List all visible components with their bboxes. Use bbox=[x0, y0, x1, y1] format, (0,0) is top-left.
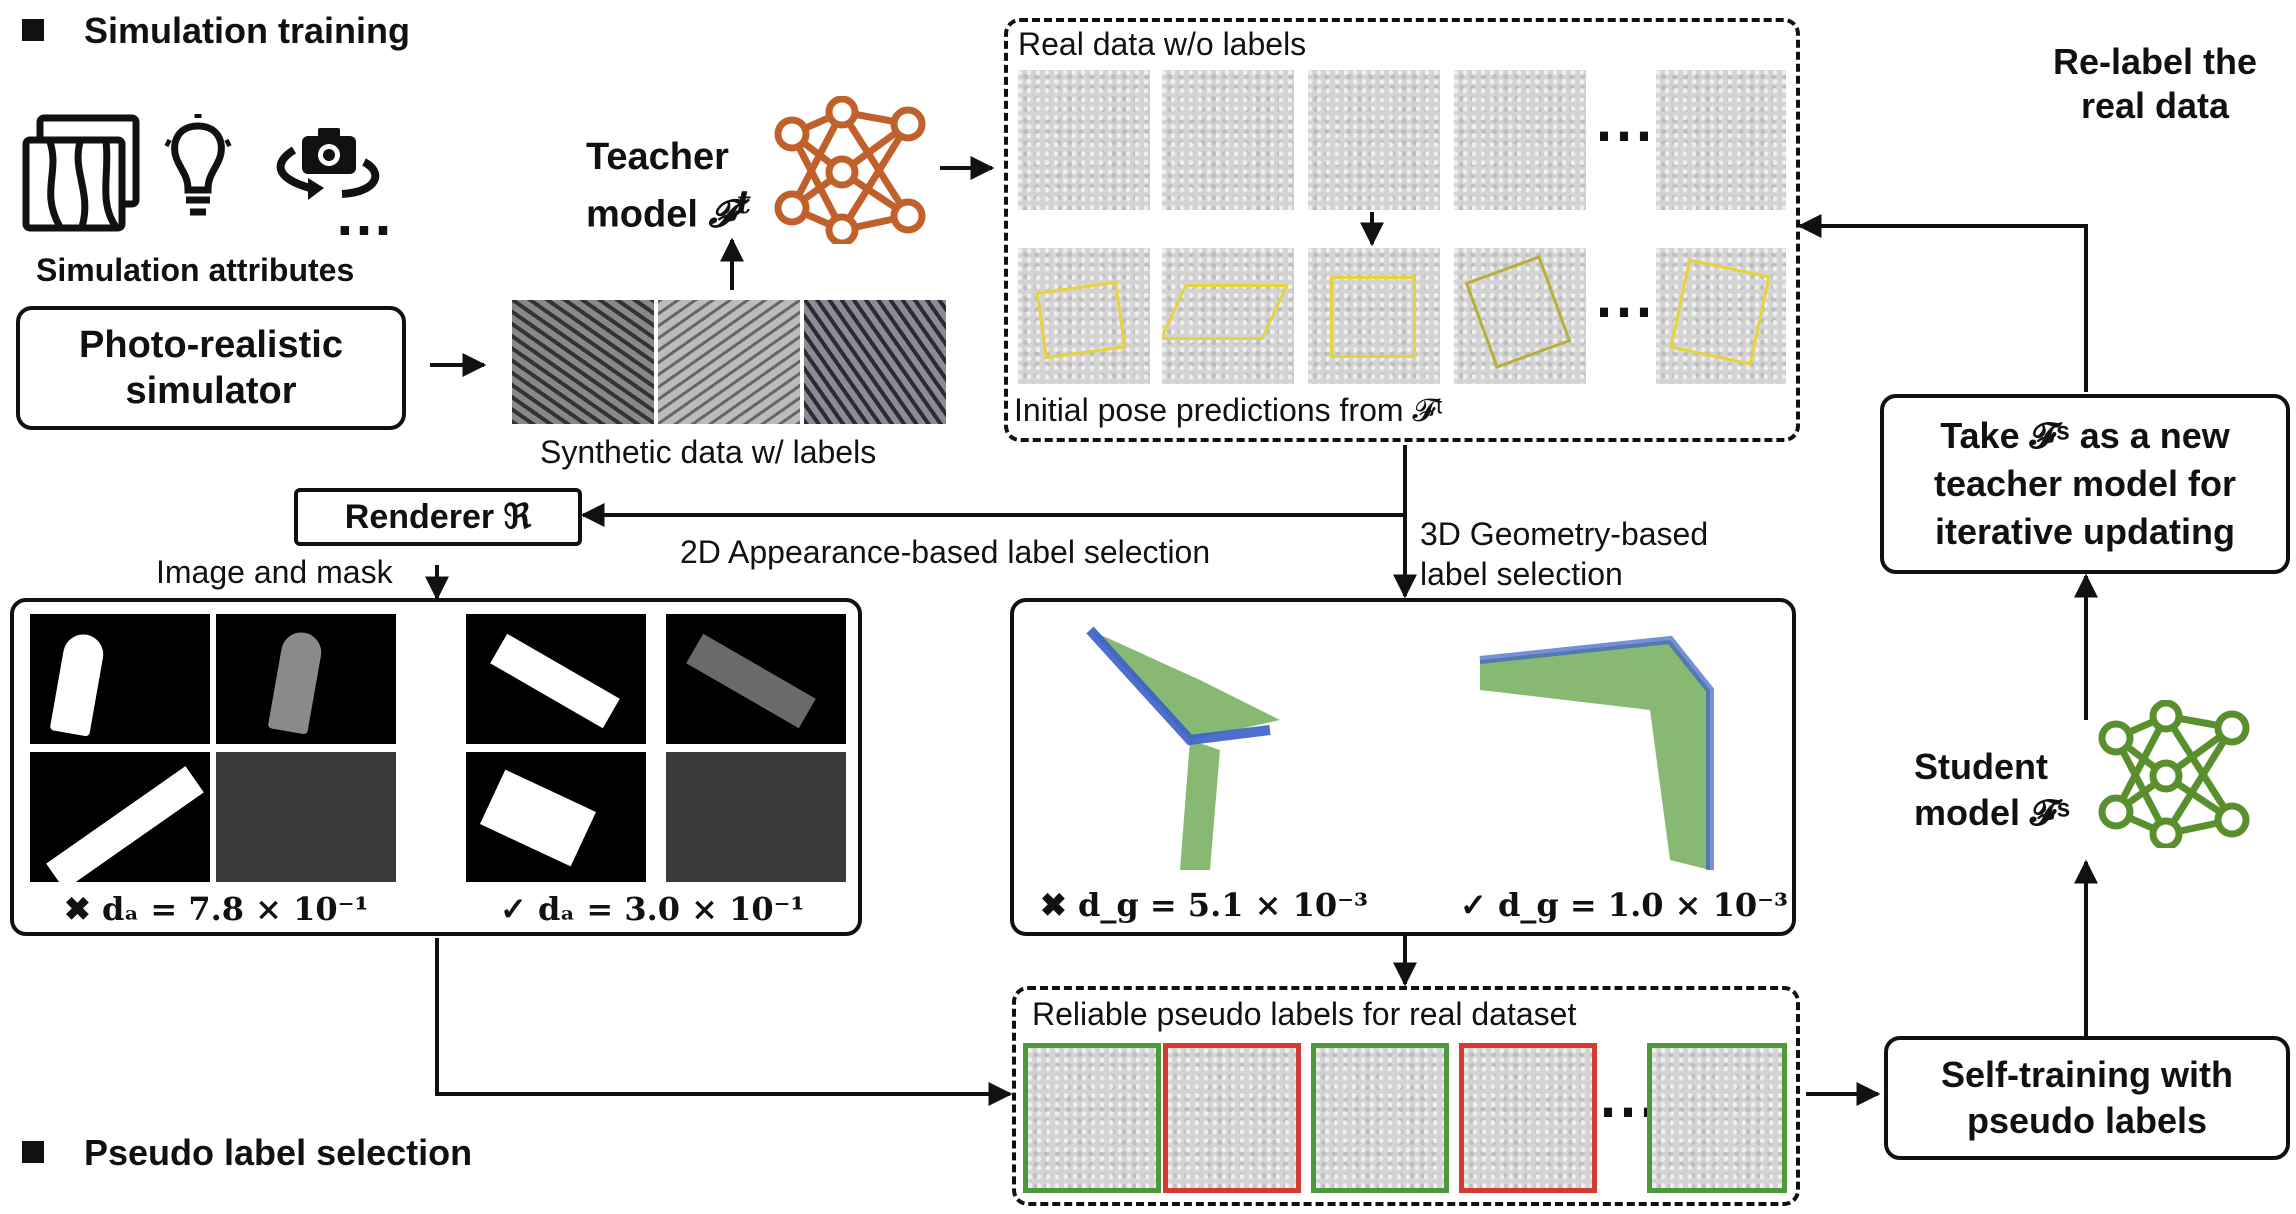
geometry-score-bad: ✖ d_g = 5.1 × 10⁻³ bbox=[1040, 886, 1368, 924]
geometry-line2: label selection bbox=[1420, 556, 1623, 592]
take-line3: iterative updating bbox=[1934, 511, 2236, 552]
reliable-label-image-2 bbox=[1163, 1043, 1301, 1193]
real-image-5 bbox=[1656, 70, 1786, 210]
camera-rotate-icon bbox=[276, 128, 380, 200]
synthetic-image-2 bbox=[658, 300, 800, 424]
simulator-label-line1: Photo-realistic bbox=[79, 324, 343, 366]
mask-image-4 bbox=[466, 752, 646, 882]
renderer-box: Renderer ℜ bbox=[294, 488, 582, 546]
appearance-score-bad: ✖ dₐ = 7.8 × 10⁻¹ bbox=[64, 890, 369, 928]
photo-realistic-simulator-box: Photo-realistic simulator bbox=[16, 306, 406, 430]
reliable-labels-ellipsis: ⋯ bbox=[1598, 1077, 1662, 1144]
render-image-2 bbox=[666, 614, 846, 744]
section-heading-simulation: Simulation training bbox=[22, 10, 410, 52]
image-and-mask-caption: Image and mask bbox=[156, 554, 393, 590]
real-image-2 bbox=[1162, 70, 1294, 210]
initial-pose-caption: Initial pose predictions from 𝓕ᵗ bbox=[1014, 392, 1444, 428]
mask-image-1 bbox=[30, 614, 210, 744]
relabel-real-data-label: Re-label the real data bbox=[2030, 40, 2280, 128]
real-image-1 bbox=[1018, 70, 1150, 210]
render-image-1 bbox=[216, 614, 396, 744]
mask-image-3 bbox=[30, 752, 210, 882]
synthetic-data-caption: Synthetic data w/ labels bbox=[540, 434, 877, 470]
real-images-ellipsis: ⋯ bbox=[1594, 101, 1658, 168]
reliable-labels-caption: Reliable pseudo labels for real dataset bbox=[1032, 996, 1577, 1032]
simulator-label-line2: simulator bbox=[125, 370, 297, 412]
student-network-icon bbox=[2098, 700, 2250, 848]
relabel-line1: Re-label the bbox=[2052, 41, 2258, 82]
student-model-label: Student model 𝓕ˢ bbox=[1914, 744, 2070, 836]
point-cloud-1 bbox=[1086, 626, 1280, 870]
synthetic-image-1 bbox=[512, 300, 654, 424]
lightbulb-icon bbox=[164, 114, 232, 216]
self-training-line1: Self-training with bbox=[1941, 1054, 2233, 1095]
section-title: Simulation training bbox=[84, 10, 411, 51]
teacher-label-word: model bbox=[586, 193, 698, 236]
take-new-teacher-box: Take 𝓕ˢ as a new teacher model for itera… bbox=[1880, 394, 2290, 574]
reliable-labels-panel bbox=[1012, 986, 1800, 1206]
reliable-label-image-1 bbox=[1023, 1043, 1161, 1193]
simulation-attributes-caption: Simulation attributes bbox=[36, 252, 355, 288]
appearance-score-good: ✓ dₐ = 3.0 × 10⁻¹ bbox=[500, 890, 805, 928]
real-image-3 bbox=[1308, 70, 1440, 210]
teacher-model-label: Teacher model 𝓕t bbox=[586, 134, 751, 238]
self-training-box: Self-training with pseudo labels bbox=[1884, 1036, 2290, 1160]
pose-prediction-1 bbox=[1018, 248, 1150, 384]
pose-prediction-4 bbox=[1454, 248, 1586, 384]
real-crop-image-2 bbox=[666, 752, 846, 882]
pose-prediction-5 bbox=[1656, 248, 1786, 384]
teacher-network-icon bbox=[774, 96, 926, 244]
bullet-square-icon bbox=[22, 19, 44, 42]
point-cloud-2 bbox=[1479, 635, 1714, 870]
geometry-score-good: ✓ d_g = 1.0 × 10⁻³ bbox=[1460, 886, 1788, 924]
reliable-label-image-3 bbox=[1311, 1043, 1449, 1193]
real-crop-image-1 bbox=[216, 752, 396, 882]
student-line1: Student bbox=[1914, 746, 2048, 787]
pose-prediction-3 bbox=[1308, 248, 1440, 384]
take-line1: Take 𝓕ˢ as a new bbox=[1940, 415, 2230, 456]
teacher-superscript: t bbox=[736, 184, 752, 221]
texture-icon bbox=[22, 114, 140, 232]
reliable-label-image-5 bbox=[1647, 1043, 1787, 1193]
real-data-panel bbox=[1004, 18, 1800, 442]
geometry-selection-label: 3D Geometry-based label selection bbox=[1420, 514, 1708, 594]
student-line2: model 𝓕ˢ bbox=[1914, 792, 2071, 833]
teacher-label-line2: model 𝓕t bbox=[586, 180, 751, 238]
section-title: Pseudo label selection bbox=[84, 1132, 473, 1173]
attributes-ellipsis: … bbox=[334, 181, 398, 248]
section-heading-pseudo: Pseudo label selection bbox=[22, 1132, 472, 1174]
self-training-line2: pseudo labels bbox=[1966, 1100, 2208, 1141]
geometry-line1: 3D Geometry-based bbox=[1420, 516, 1709, 552]
relabel-line2: real data bbox=[2080, 85, 2230, 126]
reliable-label-image-4 bbox=[1459, 1043, 1597, 1193]
real-data-caption: Real data w/o labels bbox=[1018, 26, 1307, 62]
teacher-symbol: 𝓕 bbox=[708, 190, 737, 236]
teacher-label-line1: Teacher bbox=[586, 136, 729, 178]
renderer-label: Renderer ℜ bbox=[344, 498, 532, 536]
synthetic-image-3 bbox=[804, 300, 946, 424]
mask-image-2 bbox=[466, 614, 646, 744]
take-line2: teacher model for bbox=[1933, 463, 2237, 504]
pose-prediction-2 bbox=[1162, 248, 1294, 384]
real-image-4 bbox=[1454, 70, 1586, 210]
pose-predictions-ellipsis: ⋯ bbox=[1594, 277, 1658, 344]
bullet-square-icon bbox=[22, 1141, 44, 1164]
appearance-selection-label: 2D Appearance-based label selection bbox=[680, 534, 1211, 570]
